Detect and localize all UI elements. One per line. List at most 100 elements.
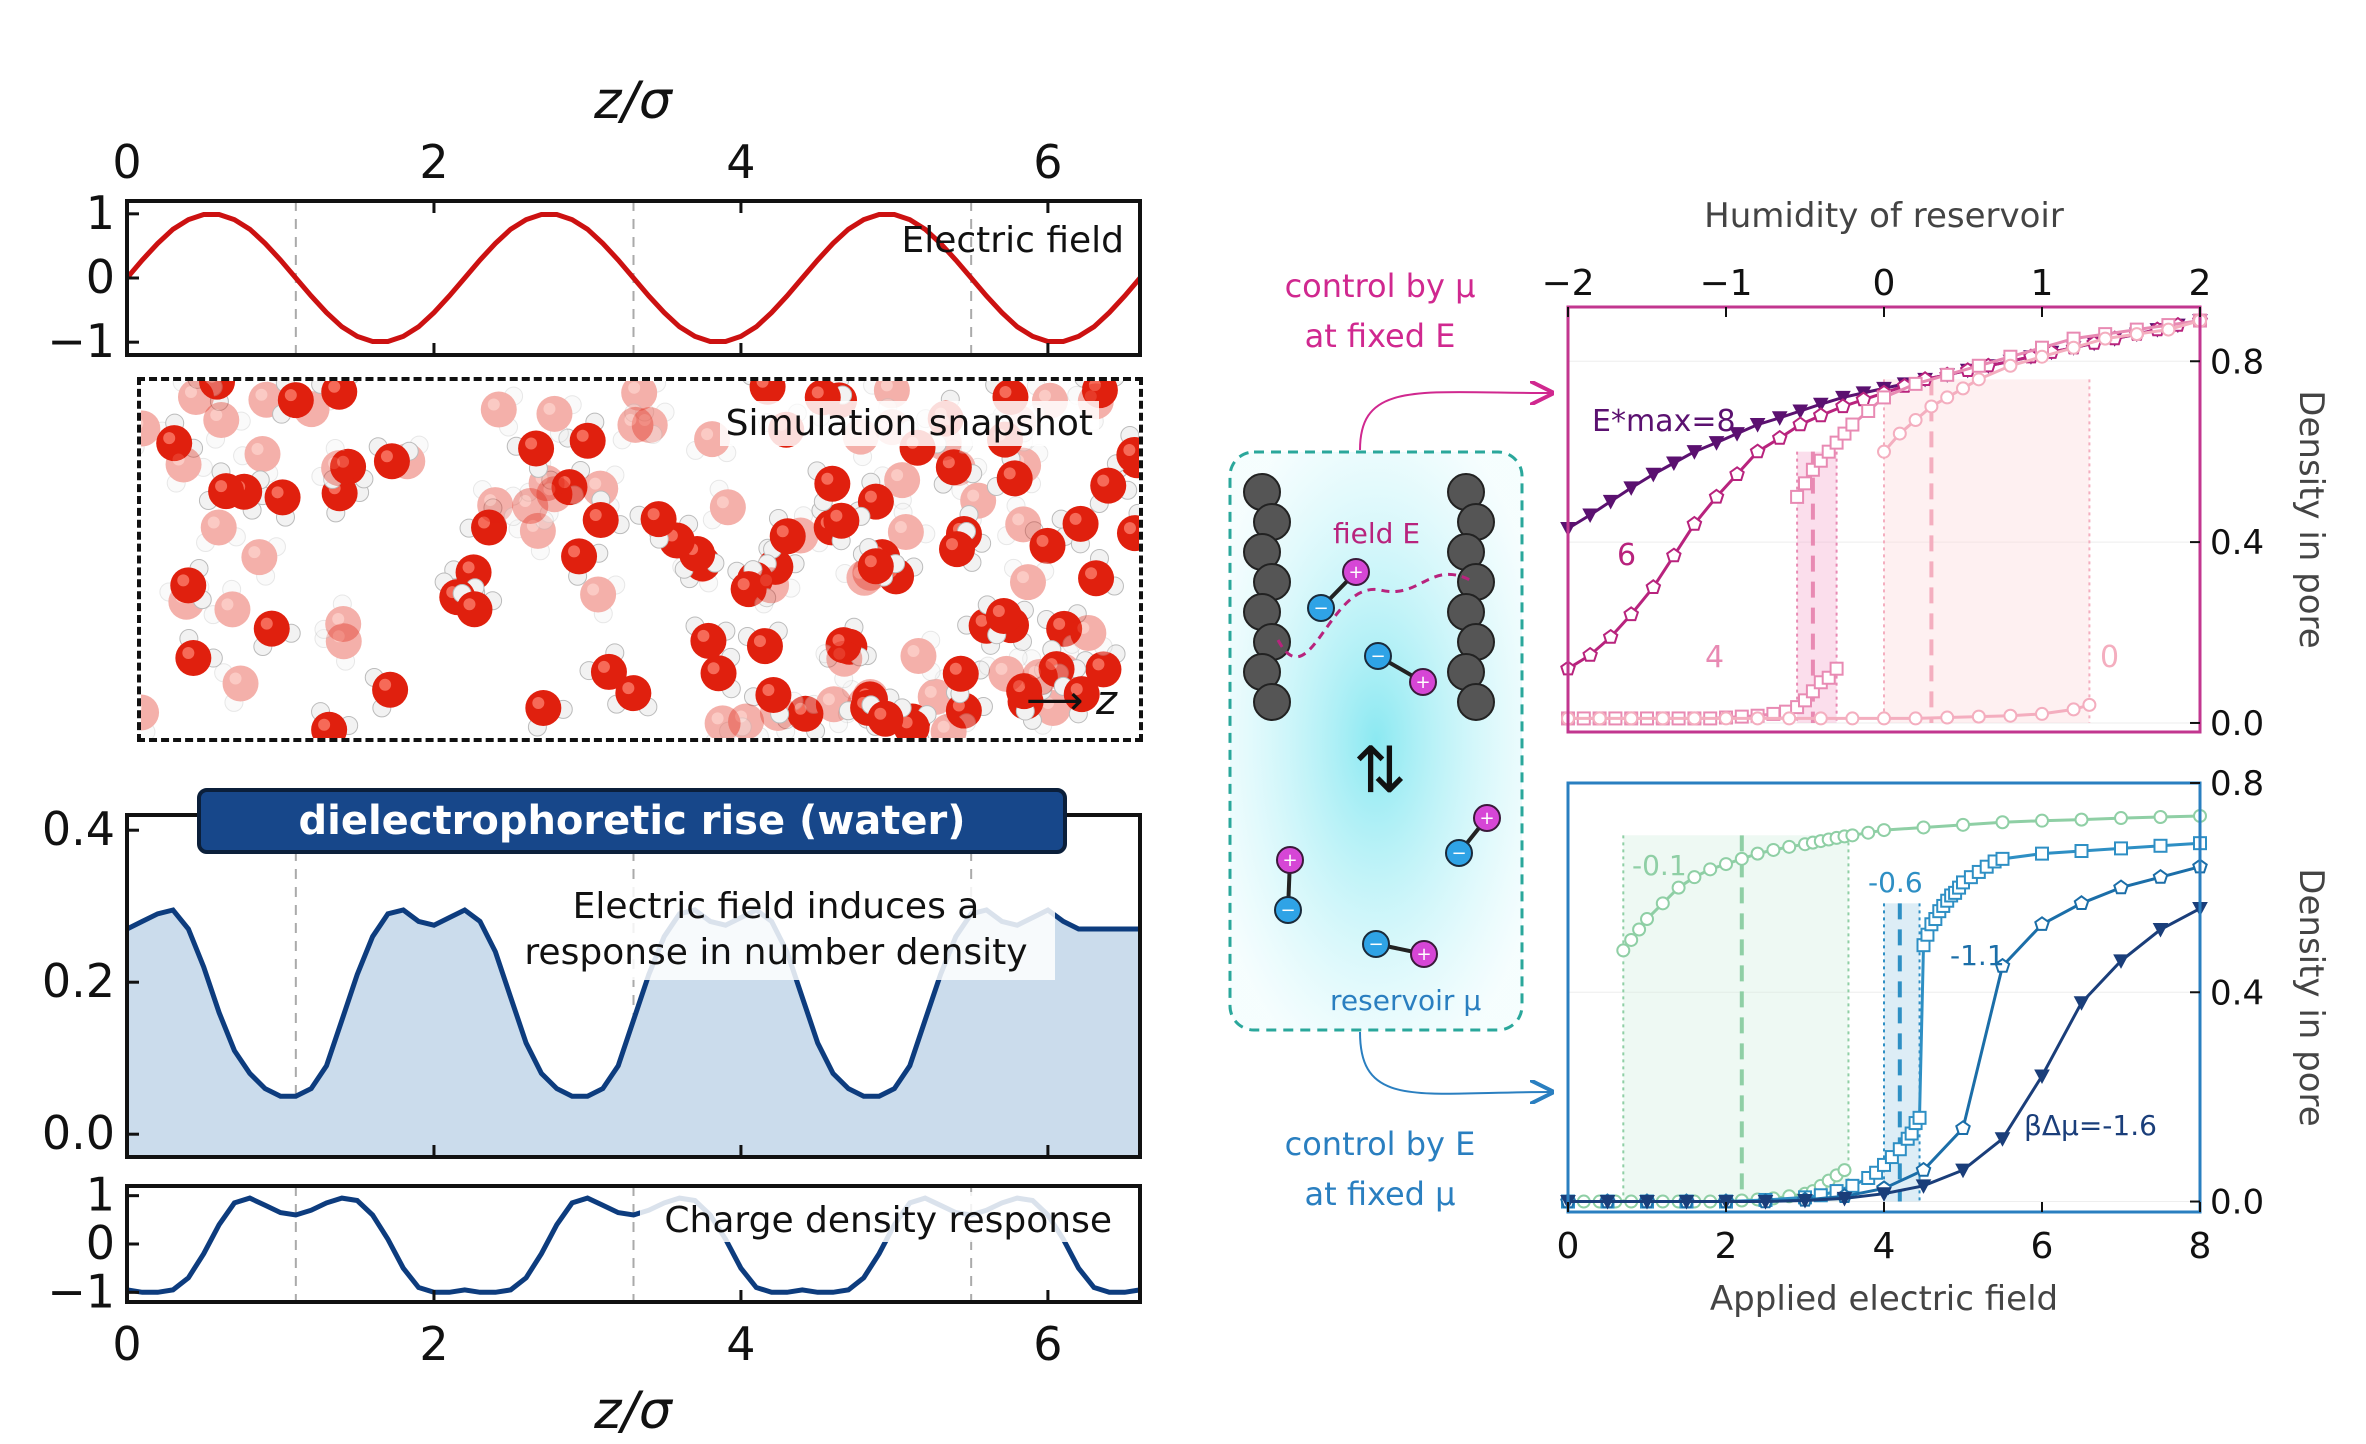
snapshot-z-axis: ⟶ z — [1026, 678, 1117, 724]
oxygen-highlight — [832, 634, 845, 647]
water-molecule — [233, 436, 281, 483]
data-marker — [1845, 1178, 1860, 1193]
data-marker — [2129, 327, 2144, 342]
series-label-neg0-1: -0.1 — [1632, 849, 1687, 882]
data-marker — [1916, 820, 1931, 835]
data-marker — [2153, 810, 2168, 825]
oxygen-highlight — [992, 605, 1005, 618]
data-marker — [2073, 996, 2090, 1011]
data-marker — [1703, 862, 1718, 877]
oxygen-highlight — [172, 453, 185, 466]
hydrogen-atom — [647, 381, 667, 393]
water-molecule — [1004, 558, 1055, 601]
data-marker — [1995, 815, 2010, 830]
data-marker — [2152, 868, 2169, 884]
oxygen-atom — [746, 628, 783, 665]
oxygen-atom — [814, 465, 851, 502]
oxygen-highlight — [478, 516, 491, 529]
annotation-bg — [520, 880, 1055, 980]
x-tick-label: 4 — [1873, 1226, 1896, 1267]
data-marker — [1686, 515, 1703, 531]
cation — [1276, 846, 1304, 874]
bottom-x-tick-label: 4 — [726, 1317, 755, 1371]
y-tick-label: 0.4 — [2210, 973, 2264, 1013]
oxygen-atom — [640, 501, 677, 538]
hydrogen-atom — [853, 447, 873, 467]
oxygen-highlight — [487, 398, 500, 411]
oxygen-atom — [1070, 614, 1107, 651]
snapshot-label: Simulation snapshot — [719, 401, 1099, 446]
series-line — [125, 212, 1142, 344]
plus-icon: + — [1282, 850, 1297, 871]
oxygen-atom — [199, 381, 236, 400]
oxygen-highlight — [182, 646, 195, 659]
plus-icon: + — [1348, 562, 1363, 583]
hydrogen-atom — [325, 439, 345, 459]
oxygen-highlight — [229, 672, 242, 685]
plus-icon: + — [1479, 808, 1494, 829]
x-tick-label: −2 — [1541, 263, 1594, 304]
hydrogen-atom — [921, 630, 941, 650]
oxygen-highlight — [379, 678, 392, 691]
oxygen-highlight — [284, 389, 297, 402]
oxygen-atom — [709, 489, 746, 526]
field-plot-label: Electric field — [901, 220, 1124, 261]
oxygen-atom — [321, 450, 358, 487]
water-molecule — [579, 643, 627, 690]
density-plot: 0.4 0.2 0.0 Electric field induces a respons… — [42, 802, 1142, 1160]
data-marker — [1792, 404, 1809, 420]
data-marker — [2035, 813, 2049, 828]
oxygen-highlight — [762, 683, 775, 696]
y-tick-label: −1 — [47, 314, 115, 368]
water-molecule — [314, 623, 362, 671]
oxygen-highlight — [1036, 534, 1049, 547]
oxygen-highlight — [532, 696, 545, 709]
data-marker — [1877, 444, 1891, 459]
series-label-neg1-6: βΔμ=-1.6 — [2024, 1109, 2157, 1142]
density-fill — [127, 910, 1140, 1157]
data-marker — [1602, 628, 1619, 644]
oxygen-highlight — [1077, 621, 1090, 634]
oxygen-highlight — [184, 385, 197, 398]
z-arrow-icon: ⟶ — [1025, 678, 1084, 724]
data-marker — [1994, 1132, 2011, 1147]
water-molecule — [582, 490, 630, 538]
data-marker — [1956, 817, 1970, 832]
equilibrium-icon: ⇅ — [1353, 734, 1407, 808]
minus-icon: − — [1368, 934, 1383, 955]
oxygen-atom — [615, 675, 652, 712]
oxygen-highlight — [1028, 665, 1041, 678]
water-molecule — [541, 461, 591, 506]
y-axis-label: Density in pore — [2291, 390, 2331, 648]
hydrogen-atom — [499, 417, 519, 437]
hydrogen-atom — [1093, 636, 1113, 656]
hydrogen-atom — [655, 402, 675, 422]
data-marker — [1599, 1195, 1616, 1210]
hydrogen-atom — [643, 424, 663, 444]
hydrogen-atom — [503, 486, 523, 506]
water-molecule — [165, 446, 213, 493]
oxygen-atom — [582, 501, 619, 538]
data-marker — [1639, 1195, 1655, 1210]
oxygen-highlight — [332, 630, 345, 643]
data-marker — [1912, 1110, 1927, 1125]
oxygen-atom — [165, 446, 202, 483]
oxygen-highlight — [647, 508, 660, 521]
oxygen-highlight — [589, 508, 602, 521]
water-molecule — [933, 449, 983, 494]
water-molecule — [1089, 467, 1138, 513]
data-marker — [1877, 390, 1891, 405]
water-molecule — [253, 479, 301, 527]
y-tick-label: 0.0 — [42, 1106, 115, 1160]
oxygen-atom — [175, 639, 212, 676]
oxygen-highlight — [716, 496, 729, 509]
hydrogen-atom — [539, 503, 559, 523]
y-tick-label: 0.8 — [2210, 764, 2264, 804]
oxygen-highlight — [543, 402, 556, 415]
oxygen-atom — [728, 703, 765, 738]
oxygen-atom — [456, 591, 493, 628]
data-marker — [1971, 358, 1986, 373]
oxygen-highlight — [1069, 512, 1082, 525]
water-molecule — [719, 703, 769, 738]
